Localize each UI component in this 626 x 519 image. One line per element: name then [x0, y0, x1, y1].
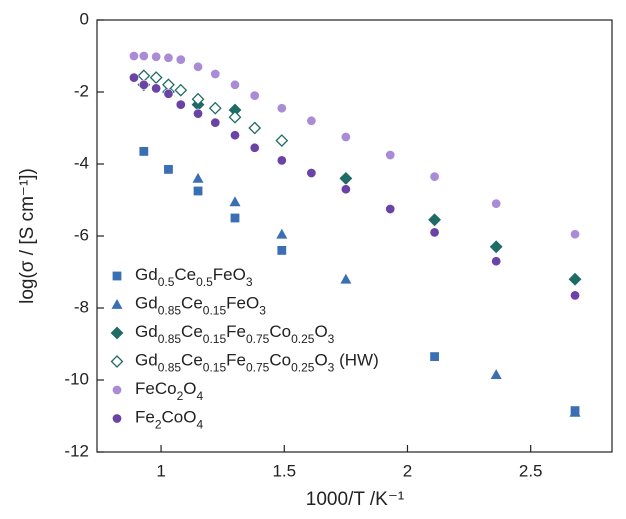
point — [139, 147, 149, 156]
point — [137, 69, 151, 83]
point — [230, 79, 240, 90]
y-axis-label: log(σ / [S cm⁻¹]) — [17, 168, 38, 304]
point — [208, 101, 222, 115]
point — [111, 299, 123, 309]
point — [138, 51, 149, 61]
point — [428, 213, 442, 227]
point — [191, 92, 205, 106]
point — [306, 168, 317, 178]
y-tick-label: -10 — [64, 369, 89, 388]
x-tick-label: 2 — [403, 461, 412, 480]
point — [491, 256, 502, 267]
x-tick-label: 1.5 — [272, 461, 296, 480]
point — [229, 196, 241, 207]
x-tick-label: 1 — [156, 461, 165, 480]
y-tick-label: -2 — [74, 81, 89, 100]
point — [568, 272, 582, 286]
y-tick-label: -6 — [74, 225, 89, 244]
point — [340, 132, 351, 142]
point — [570, 290, 581, 301]
point — [162, 78, 175, 92]
legend-label: FeCo2O4 — [135, 379, 204, 403]
point — [193, 108, 204, 119]
point — [490, 369, 502, 379]
point — [276, 155, 287, 166]
point — [112, 413, 122, 424]
y-tick-label: 0 — [80, 9, 89, 28]
point — [230, 130, 240, 141]
point — [491, 198, 502, 209]
point — [276, 228, 288, 239]
point — [429, 227, 440, 238]
point — [192, 172, 204, 183]
legend-label: Gd0.85Ce0.15Fe0.75Co0.25O3 — [135, 322, 335, 346]
point — [138, 79, 149, 90]
point — [385, 204, 396, 214]
point — [151, 83, 162, 94]
point — [489, 240, 503, 254]
point — [193, 61, 204, 72]
x-axis-label: 1000/T /K⁻¹ — [306, 489, 404, 510]
y-tick-label: -12 — [64, 441, 89, 460]
point — [249, 90, 260, 101]
point — [339, 171, 353, 185]
point — [230, 213, 240, 223]
point — [149, 71, 163, 85]
point — [193, 186, 203, 196]
x-tick-label: 2.5 — [519, 461, 543, 480]
point — [385, 150, 396, 160]
point — [248, 121, 262, 135]
point — [306, 115, 317, 126]
point — [228, 110, 242, 124]
legend-label: Gd0.85Ce0.15FeO3 — [135, 294, 266, 318]
point — [570, 229, 581, 240]
legend-label: Fe2CoO4 — [135, 408, 204, 432]
point — [128, 51, 139, 61]
y-tick-label: -8 — [74, 297, 89, 316]
point — [210, 69, 221, 79]
point — [277, 246, 287, 255]
legend-label: Gd0.5Ce0.5FeO3 — [135, 265, 253, 289]
legend-label: Gd0.85Ce0.15Fe0.75Co0.25O3 (HW) — [135, 351, 379, 375]
point — [128, 72, 139, 83]
point — [174, 83, 188, 97]
point — [569, 406, 581, 417]
point — [112, 385, 122, 395]
point — [276, 103, 287, 114]
point — [340, 184, 351, 195]
point — [249, 142, 260, 153]
point — [175, 99, 186, 110]
point — [110, 355, 124, 368]
point — [340, 273, 352, 284]
point — [430, 352, 439, 361]
point — [429, 171, 440, 182]
point — [275, 134, 289, 148]
y-tick-label: -4 — [74, 153, 89, 172]
point — [163, 52, 174, 63]
point — [210, 117, 221, 128]
point — [175, 54, 186, 65]
point — [110, 326, 124, 340]
point — [163, 88, 174, 99]
point — [151, 51, 162, 62]
point — [164, 165, 173, 174]
point — [112, 271, 122, 281]
